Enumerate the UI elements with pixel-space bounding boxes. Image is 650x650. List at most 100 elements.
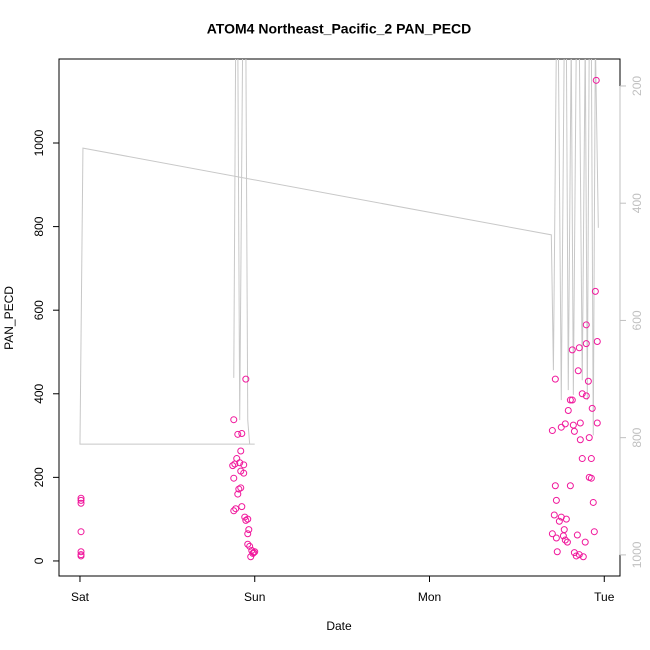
data-point — [564, 406, 572, 414]
data-point — [560, 526, 568, 534]
data-point — [240, 461, 248, 469]
data-point — [229, 462, 237, 470]
y2-tick-label: 400 — [630, 193, 644, 213]
data-point — [593, 338, 601, 346]
data-point — [570, 427, 578, 435]
data-point — [582, 392, 590, 400]
data-point — [232, 505, 240, 513]
data-point — [561, 536, 569, 544]
data-point — [251, 548, 259, 556]
data-point — [578, 390, 586, 398]
data-point — [593, 419, 601, 427]
data-point — [245, 526, 253, 534]
data-point — [234, 490, 242, 498]
data-line — [79, 59, 599, 445]
data-point — [566, 482, 574, 490]
data-point — [575, 344, 583, 352]
data-point — [551, 482, 559, 490]
data-point — [230, 507, 238, 515]
y-tick-label: 400 — [32, 383, 46, 403]
x-tick-label: Tue — [594, 590, 615, 604]
data-point — [576, 436, 584, 444]
y-tick-label: 0 — [32, 557, 46, 564]
data-point — [568, 396, 576, 404]
data-point — [237, 484, 245, 492]
data-point — [579, 553, 587, 561]
data-point — [246, 542, 254, 550]
data-point — [578, 455, 586, 463]
data-point — [77, 552, 85, 560]
data-point — [244, 515, 252, 523]
data-point — [548, 530, 556, 538]
data-point — [588, 404, 596, 412]
y-tick-label: 600 — [32, 300, 46, 320]
data-point — [236, 459, 244, 467]
y2-tick-label: 600 — [630, 310, 644, 330]
y2-tick-label: 800 — [630, 427, 644, 447]
data-point — [234, 430, 242, 438]
data-point — [590, 528, 598, 536]
data-point — [230, 416, 238, 424]
y2-tick-label: 200 — [630, 76, 644, 96]
data-point — [77, 494, 85, 502]
data-point — [77, 499, 85, 507]
data-point — [230, 474, 238, 482]
data-point — [585, 434, 593, 442]
data-point — [592, 76, 600, 84]
plot-box — [58, 58, 621, 577]
data-point — [587, 474, 595, 482]
data-point — [238, 429, 246, 437]
y-tick-label: 200 — [32, 467, 46, 487]
y-tick-label: 1000 — [32, 129, 46, 156]
x-axis-label: Date — [326, 619, 352, 633]
data-point — [553, 548, 561, 556]
data-point — [581, 538, 589, 546]
data-point — [237, 447, 245, 455]
data-point — [566, 396, 574, 404]
data-point — [589, 498, 597, 506]
data-point — [563, 538, 571, 546]
data-point — [582, 340, 590, 348]
y-axis-label: PAN_PECD — [2, 286, 16, 350]
data-point — [568, 346, 576, 354]
data-point — [548, 427, 556, 435]
data-point — [235, 485, 243, 493]
data-point — [576, 419, 584, 427]
data-point — [587, 455, 595, 463]
data-point — [557, 423, 565, 431]
y-tick-label: 800 — [32, 216, 46, 236]
data-point — [244, 540, 252, 548]
data-point — [575, 551, 583, 559]
data-point — [242, 516, 250, 524]
data-point — [552, 534, 560, 542]
data-point — [555, 517, 563, 525]
data-point — [231, 460, 239, 468]
data-point — [591, 287, 599, 295]
data-point — [552, 496, 560, 504]
data-point — [573, 531, 581, 539]
data-point — [584, 377, 592, 385]
data-point — [247, 553, 255, 561]
data-point — [77, 548, 85, 556]
x-tick-label: Mon — [418, 590, 441, 604]
data-point — [242, 375, 250, 383]
data-point — [551, 375, 559, 383]
plot-area — [77, 59, 601, 561]
data-point — [238, 503, 246, 511]
data-point — [240, 469, 248, 477]
chart-title: ATOM4 Northeast_Pacific_2 PAN_PECD — [207, 21, 472, 37]
x-tick-label: Sun — [244, 590, 265, 604]
x-tick-label: Sat — [71, 590, 90, 604]
data-point — [569, 421, 577, 429]
data-point — [559, 532, 567, 540]
data-point — [562, 515, 570, 523]
y2-tick-label: 1000 — [630, 541, 644, 568]
data-point — [77, 528, 85, 536]
data-point — [574, 367, 582, 375]
data-point — [244, 530, 252, 538]
data-point — [550, 511, 558, 519]
data-point — [582, 321, 590, 329]
data-point — [561, 420, 569, 428]
data-point — [77, 496, 85, 504]
